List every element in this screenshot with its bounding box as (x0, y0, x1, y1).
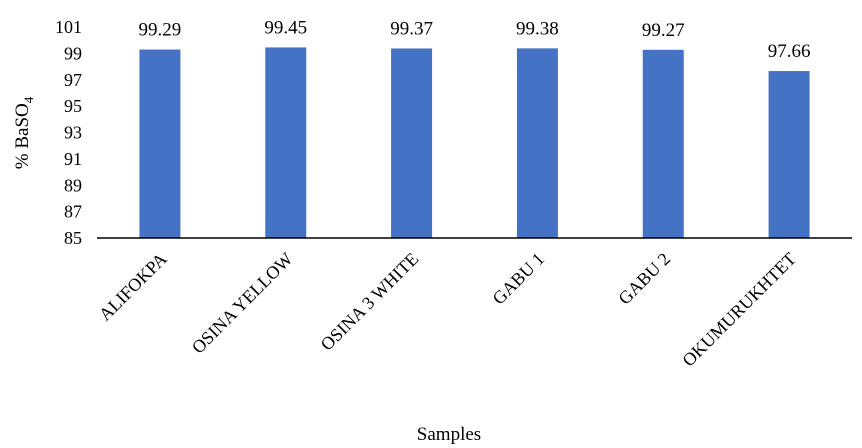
y-tick-label: 93 (64, 123, 82, 143)
y-axis-label-main: % BaSO (12, 103, 33, 169)
data-label: 99.37 (390, 18, 433, 39)
y-tick-label: 87 (64, 202, 82, 222)
bars (139, 47, 810, 239)
bar (768, 71, 810, 238)
x-tick-label: GABU 1 (488, 249, 548, 309)
x-tick-label: GABU 2 (614, 249, 674, 309)
bar (139, 49, 181, 238)
y-tick-label: 101 (55, 17, 82, 37)
x-axis-label: Samples (417, 424, 481, 445)
x-tick-label: OSINA 3 WHITE (317, 249, 423, 355)
y-tick-label: 91 (64, 149, 82, 169)
data-label: 99.45 (264, 17, 307, 38)
x-tick-label: OSINA YELLOW (188, 249, 297, 358)
y-tick-label: 85 (64, 228, 82, 248)
data-label: 99.27 (642, 20, 685, 41)
y-axis-ticks: 85 87 89 91 93 95 97 99 101 (55, 17, 82, 248)
y-tick-label: 97 (64, 70, 82, 90)
x-tick-label: OKUMURUKHTET (678, 249, 800, 371)
y-axis-label: % BaSO4 (12, 96, 36, 169)
bar (642, 49, 684, 238)
bar (265, 47, 307, 238)
data-label: 99.29 (139, 20, 182, 41)
data-label: 99.38 (516, 18, 559, 39)
x-axis-ticks: ALIFOKPA OSINA YELLOW OSINA 3 WHITE GABU 1 G… (95, 249, 800, 371)
bar (391, 48, 433, 239)
y-tick-label: 89 (64, 175, 82, 195)
y-tick-label: 99 (64, 43, 82, 63)
data-label: 97.66 (768, 41, 811, 62)
x-tick-label: ALIFOKPA (95, 249, 171, 325)
y-tick-label: 95 (64, 96, 82, 116)
data-labels: 99.29 99.45 99.37 99.38 99.27 97.66 (139, 17, 811, 62)
bar (516, 48, 558, 238)
y-axis-label-subscript: 4 (21, 96, 36, 103)
